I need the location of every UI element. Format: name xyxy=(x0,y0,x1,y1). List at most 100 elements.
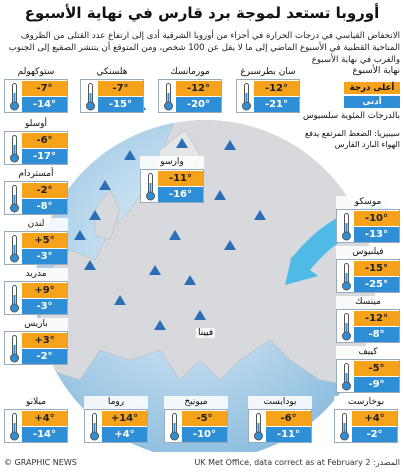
high-temp: -7° xyxy=(22,81,67,96)
city-temps: +14° +4° xyxy=(84,409,148,443)
legend-note: سيبيريا: الضغط المرتفع يدفع الهواء البار… xyxy=(304,129,400,149)
city-name: كييف xyxy=(336,346,400,359)
source: المصدر: UK Met Office, data correct as a… xyxy=(194,458,400,467)
city-box: أمستردام -2° -8° xyxy=(4,168,68,216)
low-temp: -9° xyxy=(354,377,399,392)
city-box: باريس +3° -2° xyxy=(4,318,68,366)
low-temp: -21° xyxy=(254,97,299,112)
thermometer-icon xyxy=(340,413,349,441)
thermometer-icon xyxy=(242,83,251,111)
low-temp: -14° xyxy=(22,97,67,112)
city-box: أوسلو -6° -17° xyxy=(4,118,68,166)
thermometer-icon xyxy=(164,83,173,111)
city-box: كييف -5° -9° xyxy=(336,346,400,394)
city-name: مينسك xyxy=(336,296,400,309)
thermometer-icon xyxy=(10,413,19,441)
city-temps: +4° -2° xyxy=(334,409,398,443)
low-temp: -2° xyxy=(352,427,397,442)
low-temp: -14° xyxy=(22,427,67,442)
city-name: روما xyxy=(84,396,148,409)
city-box: مينسك -12° -8° xyxy=(336,296,400,344)
low-temp: -3° xyxy=(22,249,67,264)
city-box: فيلنيوس -15° -25° xyxy=(336,246,400,294)
city-temps: -11° -16° xyxy=(140,169,204,203)
city-box: مورمانسك -12° -20° xyxy=(158,66,222,114)
high-temp: +9° xyxy=(22,283,67,298)
map-label: فيينا xyxy=(196,328,216,338)
high-temp: -2° xyxy=(22,183,67,198)
thermometer-icon xyxy=(10,135,19,163)
high-temp: -5° xyxy=(182,411,227,426)
city-name: مورمانسك xyxy=(158,66,222,79)
thermometer-icon xyxy=(10,335,19,363)
low-temp: -13° xyxy=(354,227,399,242)
city-name: أوسلو xyxy=(4,118,68,131)
high-temp: -12° xyxy=(176,81,221,96)
city-name: هلسنكي xyxy=(80,66,144,79)
city-name: ستوكهولم xyxy=(4,66,68,79)
low-temp: -16° xyxy=(158,187,203,202)
city-box: ستوكهولم -7° -14° xyxy=(4,66,68,114)
high-temp: +14° xyxy=(102,411,147,426)
high-temp: +4° xyxy=(352,411,397,426)
high-temp: -11° xyxy=(158,171,203,186)
city-box: بوخارست +4° -2° xyxy=(334,396,398,444)
thermometer-icon xyxy=(342,313,351,341)
low-temp: -17° xyxy=(22,149,67,164)
city-temps: -5° -10° xyxy=(164,409,228,443)
city-temps: +4° -14° xyxy=(4,409,68,443)
thermometer-icon xyxy=(10,83,19,111)
high-temp: -6° xyxy=(266,411,311,426)
city-temps: -5° -9° xyxy=(336,359,400,393)
city-box: سان بطرسبرغ -12° -21° xyxy=(236,66,300,114)
city-temps: -6° -17° xyxy=(4,131,68,165)
low-temp: -15° xyxy=(98,97,143,112)
city-name: بودابست xyxy=(248,396,312,409)
high-temp: +5° xyxy=(22,233,67,248)
high-temp: -15° xyxy=(354,261,399,276)
city-name: لندن xyxy=(4,218,68,231)
thermometer-icon xyxy=(170,413,179,441)
high-temp: -6° xyxy=(22,133,67,148)
city-name: فيلنيوس xyxy=(336,246,400,259)
high-temp: +4° xyxy=(22,411,67,426)
high-temp: -10° xyxy=(354,211,399,226)
high-temp: -7° xyxy=(98,81,143,96)
city-box: هلسنكي -7° -15° xyxy=(80,66,144,114)
city-name: سان بطرسبرغ xyxy=(236,66,300,79)
city-temps: -7° -15° xyxy=(80,79,144,113)
low-temp: -8° xyxy=(354,327,399,342)
city-temps: -2° -8° xyxy=(4,181,68,215)
high-temp: -12° xyxy=(354,311,399,326)
thermometer-icon xyxy=(342,213,351,241)
city-name: وارسو xyxy=(140,156,204,169)
low-temp: +4° xyxy=(102,427,147,442)
intro: الانخفاض القياسي في درجات الحرارة في أجز… xyxy=(8,31,400,65)
low-temp: -3° xyxy=(22,299,67,314)
map xyxy=(35,90,395,452)
title: أوروبا تستعد لموجة برد قارس في نهاية الأ… xyxy=(24,4,380,22)
thermometer-icon xyxy=(10,185,19,213)
thermometer-icon xyxy=(90,413,99,441)
legend-heading: نهاية الأسبوع xyxy=(352,66,401,76)
legend-high: أعلى درجة xyxy=(344,82,400,94)
city-temps: -12° -21° xyxy=(236,79,300,113)
low-temp: -11° xyxy=(266,427,311,442)
city-name: بوخارست xyxy=(334,396,398,409)
thermometer-icon xyxy=(10,235,19,263)
city-temps: +5° -3° xyxy=(4,231,68,265)
city-box: مدريد +9° -3° xyxy=(4,268,68,316)
low-temp: -20° xyxy=(176,97,221,112)
high-temp: -12° xyxy=(254,81,299,96)
legend-low: أدنى xyxy=(344,96,400,108)
city-temps: -7° -14° xyxy=(4,79,68,113)
city-name: ميلانو xyxy=(4,396,68,409)
thermometer-icon xyxy=(146,173,155,201)
city-box: ميلانو +4° -14° xyxy=(4,396,68,444)
city-name: مدريد xyxy=(4,268,68,281)
credit: © GRAPHIC NEWS xyxy=(4,458,77,467)
city-box: بودابست -6° -11° xyxy=(248,396,312,444)
city-box: لندن +5° -3° xyxy=(4,218,68,266)
city-box: ميونيخ -5° -10° xyxy=(164,396,228,444)
